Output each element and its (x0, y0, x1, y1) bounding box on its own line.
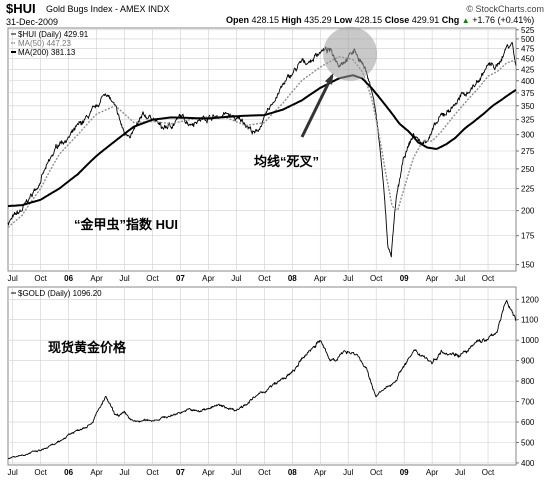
y-tick-label: 700 (521, 398, 535, 407)
x-tick-label: 09 (400, 468, 409, 477)
y-tick-label: 450 (521, 55, 535, 64)
x-tick-label: Jul (343, 468, 353, 477)
annotation-arrowhead (325, 73, 334, 85)
x-tick-label: Apr (90, 468, 103, 477)
y-tick-label: 225 (521, 185, 535, 194)
x-tick-label: Oct (482, 468, 495, 477)
x-tick-label: 09 (400, 274, 409, 283)
x-tick-label: Oct (34, 468, 47, 477)
chg-up-icon: ▲ (461, 16, 470, 25)
legend-entry: MA(50) 447.23 (18, 39, 71, 48)
legend-entry: $HUI (Daily) 429.91 (18, 30, 89, 39)
x-tick-label: Oct (34, 274, 47, 283)
chg-label: Chg (441, 15, 460, 25)
y-tick-label: 275 (521, 147, 535, 156)
x-tick-label: Apr (314, 468, 327, 477)
legend-entry: MA(200) 381.13 (18, 48, 76, 57)
x-tick-label: Apr (202, 274, 215, 283)
close-label: Close (384, 15, 410, 25)
x-tick-label: 06 (64, 468, 73, 477)
x-tick-label: Oct (258, 468, 271, 477)
x-tick-label: Jul (455, 468, 465, 477)
index-label: “金甲虫”指数 HUI (74, 217, 178, 232)
x-tick-label: Oct (146, 468, 159, 477)
x-tick-label: Apr (90, 274, 103, 283)
gold-price-line (8, 299, 517, 460)
x-tick-label: Jul (343, 274, 353, 283)
symbol-label: $HUI (6, 1, 36, 16)
chg-value: +1.76 (+0.41%) (472, 15, 535, 25)
hui-frame (7, 27, 517, 272)
gold-label: 现货黄金价格 (48, 340, 127, 355)
y-tick-label: 300 (521, 131, 535, 140)
y-tick-label: 900 (521, 357, 535, 366)
x-tick-label: Apr (426, 274, 439, 283)
x-tick-label: Oct (370, 274, 383, 283)
x-tick-label: Jul (231, 274, 241, 283)
close-value: 429.91 (411, 15, 440, 25)
death-cross-circle (323, 26, 378, 81)
y-tick-label: 350 (521, 102, 535, 111)
open-label: Open (226, 15, 250, 25)
x-tick-label: Oct (482, 274, 495, 283)
x-tick-label: 08 (288, 274, 297, 283)
x-tick-label: Jul (8, 274, 18, 283)
x-tick-label: Jul (8, 468, 18, 477)
y-tick-label: 525 (521, 26, 535, 35)
gold-frame (7, 286, 517, 466)
x-tick-label: Oct (146, 274, 159, 283)
x-tick-label: Oct (370, 468, 383, 477)
y-tick-label: 500 (521, 35, 535, 44)
quote-date: 31-Dec-2009 (6, 17, 59, 27)
y-tick-label: 800 (521, 377, 535, 386)
y-tick-label: 425 (521, 65, 535, 74)
y-tick-label: 375 (521, 89, 535, 98)
gold-panel: 400 500 600 700 800 900 1000 1100 1200 Jul Oct 06 Ap… (7, 286, 539, 477)
y-tick-label: 400 (521, 77, 535, 86)
low-value: 428.15 (354, 15, 383, 25)
y-tick-label: 500 (521, 438, 535, 447)
x-tick-label: Jul (119, 468, 129, 477)
x-tick-label: Apr (202, 468, 215, 477)
x-tick-label: 07 (176, 274, 185, 283)
hui-panel: 150 175 200 225 250 275 300 325 350 375 400 4254504… (7, 26, 535, 283)
ma50-line (7, 55, 517, 228)
x-tick-label: Jul (119, 274, 129, 283)
hui-price-line (7, 42, 517, 258)
x-tick-label: Apr (314, 274, 327, 283)
x-tick-label: Jul (455, 274, 465, 283)
x-tick-label: Jul (231, 468, 241, 477)
y-tick-label: 250 (521, 165, 535, 174)
y-tick-label: 150 (521, 261, 535, 270)
y-tick-label: 600 (521, 418, 535, 427)
quote-line: Open 428.15 High 435.29 Low 428.15 Close… (226, 15, 534, 25)
y-tick-label: 1000 (521, 336, 539, 345)
y-tick-label: 475 (521, 45, 535, 54)
high-label: High (281, 15, 302, 25)
y-tick-label: 325 (521, 116, 535, 125)
y-tick-label: 200 (521, 207, 535, 216)
x-tick-label: 06 (64, 274, 73, 283)
ma200-line (7, 74, 517, 208)
high-value: 435.29 (304, 15, 332, 25)
annotation-arrow (300, 75, 334, 138)
x-tick-label: Oct (258, 274, 271, 283)
legend-entry: $GOLD (Daily) 1096.20 (18, 289, 102, 298)
y-tick-label: 1200 (521, 295, 539, 304)
low-label: Low (334, 15, 353, 25)
open-value: 428.15 (251, 15, 280, 25)
x-tick-label: 07 (176, 468, 185, 477)
x-tick-label: Apr (426, 468, 439, 477)
death-cross-label: 均线“死叉” (254, 154, 319, 169)
index-name: Gold Bugs Index - AMEX INDX (46, 4, 170, 14)
y-tick-label: 400 (521, 459, 535, 468)
y-tick-label: 175 (521, 232, 535, 241)
y-tick-label: 1100 (521, 316, 539, 325)
x-tick-label: 08 (288, 468, 297, 477)
stockcharts-watermark: © StockCharts.com (466, 4, 544, 14)
